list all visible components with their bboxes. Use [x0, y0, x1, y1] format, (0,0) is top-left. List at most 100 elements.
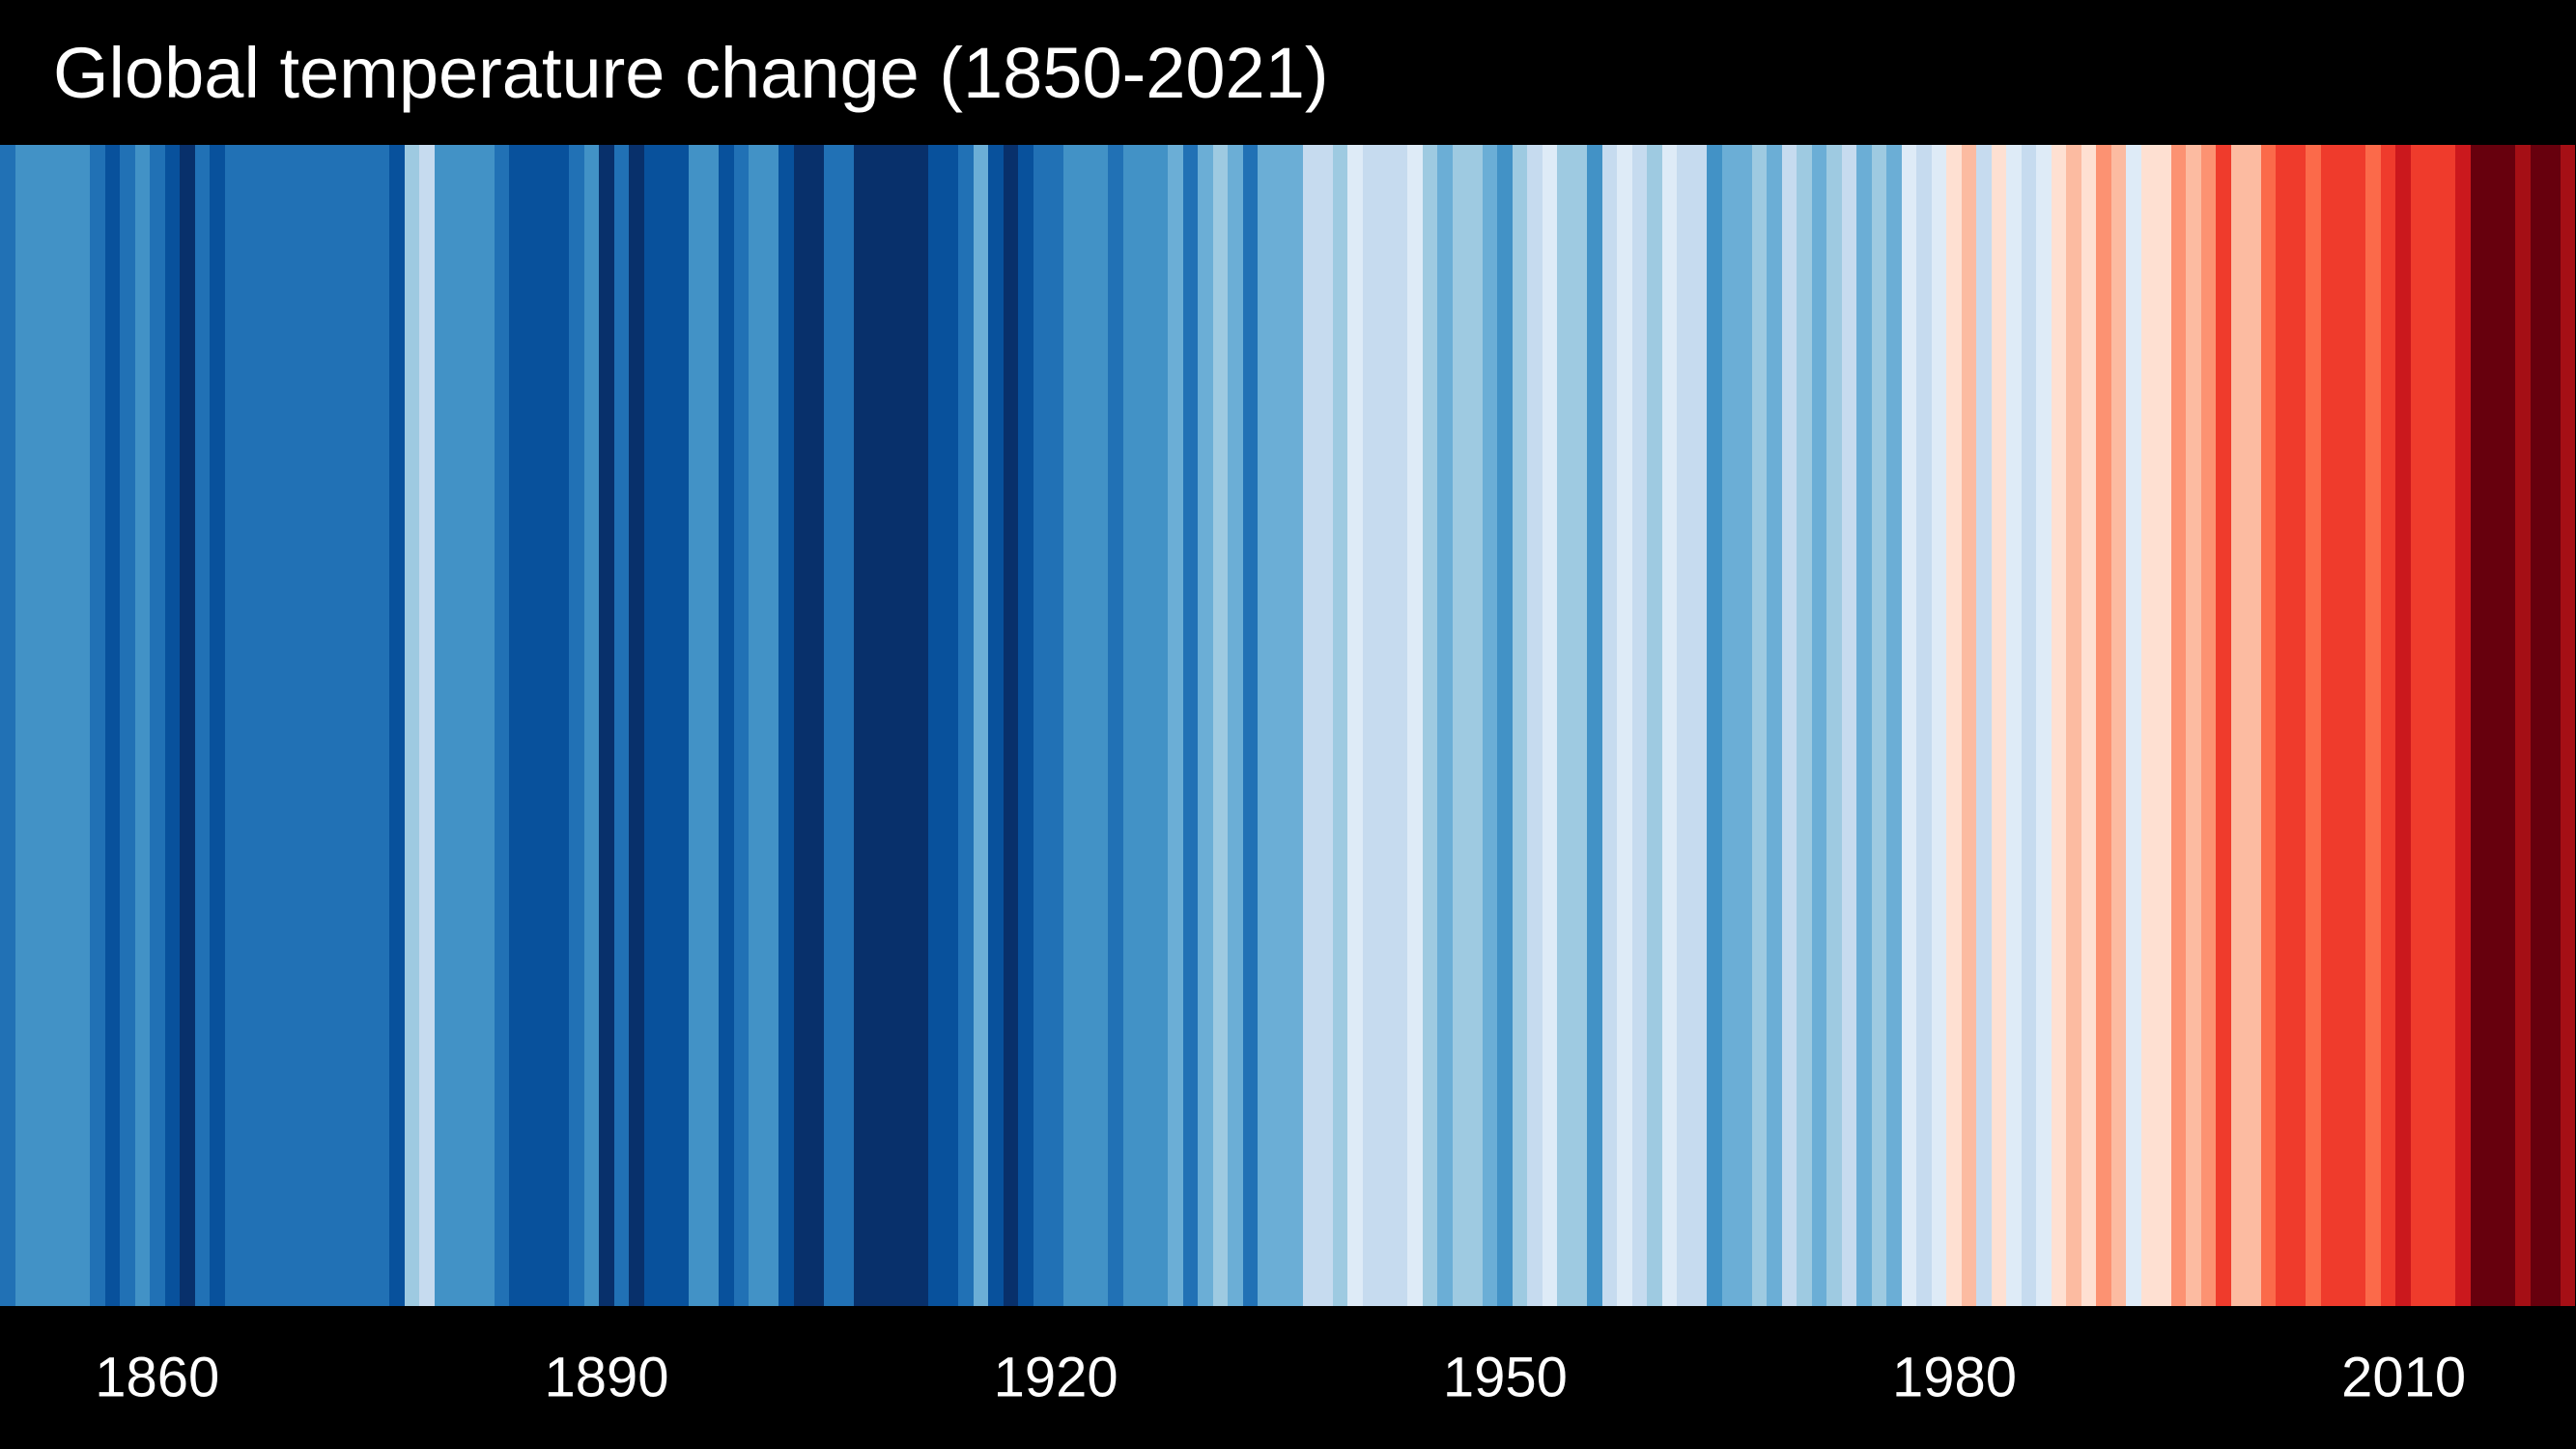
x-tick-label-1950: 1950 [1442, 1346, 1568, 1409]
stripe-1971 [1811, 145, 1826, 1306]
stripe-1963 [1691, 145, 1707, 1306]
stripe-2013 [2440, 145, 2455, 1306]
stripe-1876 [389, 145, 405, 1306]
stripe-1871 [314, 145, 329, 1306]
x-tick-label-2010: 2010 [2341, 1346, 2467, 1409]
stripe-1952 [1527, 145, 1543, 1306]
stripe-1932 [1228, 145, 1243, 1306]
stripe-1862 [180, 145, 195, 1306]
stripe-1939 [1332, 145, 1347, 1306]
stripe-1909 [883, 145, 898, 1306]
stripe-1897 [703, 145, 719, 1306]
stripe-1931 [1212, 145, 1228, 1306]
stripe-1868 [269, 145, 285, 1306]
stripe-1857 [104, 145, 120, 1306]
stripe-2003 [2290, 145, 2306, 1306]
stripe-1894 [659, 145, 674, 1306]
stripe-1966 [1737, 145, 1752, 1306]
stripe-1945 [1422, 145, 1437, 1306]
stripe-1899 [733, 145, 749, 1306]
stripe-1983 [1991, 145, 2006, 1306]
stripe-1921 [1062, 145, 1078, 1306]
stripe-1856 [90, 145, 105, 1306]
stripe-1981 [1961, 145, 1976, 1306]
stripe-1907 [853, 145, 868, 1306]
stripe-1926 [1138, 145, 1153, 1306]
stripe-1994 [2156, 145, 2171, 1306]
stripe-1950 [1497, 145, 1513, 1306]
stripe-1915 [973, 145, 988, 1306]
stripe-1866 [240, 145, 255, 1306]
stripe-1989 [2081, 145, 2096, 1306]
stripe-1850 [0, 145, 15, 1306]
stripe-1904 [808, 145, 824, 1306]
stripe-2012 [2425, 145, 2441, 1306]
stripe-1969 [1781, 145, 1797, 1306]
stripe-1903 [793, 145, 808, 1306]
stripe-1885 [524, 145, 539, 1306]
stripe-1920 [1048, 145, 1063, 1306]
stripe-1944 [1407, 145, 1423, 1306]
stripe-1910 [898, 145, 914, 1306]
stripe-1867 [254, 145, 269, 1306]
stripe-1934 [1258, 145, 1273, 1306]
stripe-1859 [134, 145, 150, 1306]
stripe-1970 [1797, 145, 1812, 1306]
stripe-1959 [1631, 145, 1647, 1306]
stripe-1865 [224, 145, 240, 1306]
stripe-1898 [719, 145, 734, 1306]
stripe-2000 [2246, 145, 2261, 1306]
title-bar: Global temperature change (1850-2021) [0, 0, 2576, 145]
stripe-2005 [2320, 145, 2335, 1306]
x-tick-label-1890: 1890 [544, 1346, 669, 1409]
stripe-1858 [120, 145, 135, 1306]
stripe-1933 [1242, 145, 1258, 1306]
stripe-1991 [2110, 145, 2126, 1306]
stripe-1908 [868, 145, 884, 1306]
stripe-1948 [1467, 145, 1483, 1306]
stripe-1852 [30, 145, 45, 1306]
stripe-1905 [823, 145, 838, 1306]
stripe-1967 [1751, 145, 1767, 1306]
stripe-2007 [2350, 145, 2365, 1306]
x-tick-label-1860: 1860 [95, 1346, 220, 1409]
stripe-1882 [479, 145, 495, 1306]
stripe-2002 [2276, 145, 2291, 1306]
stripe-2006 [2335, 145, 2351, 1306]
stripe-1891 [613, 145, 629, 1306]
stripe-1984 [2006, 145, 2022, 1306]
stripe-1884 [509, 145, 524, 1306]
stripe-1861 [164, 145, 180, 1306]
stripe-1851 [14, 145, 30, 1306]
stripe-1863 [194, 145, 210, 1306]
stripe-1953 [1542, 145, 1557, 1306]
x-tick-label-1980: 1980 [1891, 1346, 2018, 1409]
stripe-1976 [1886, 145, 1902, 1306]
stripe-1875 [374, 145, 389, 1306]
stripe-1900 [749, 145, 764, 1306]
stripe-1943 [1392, 145, 1407, 1306]
stripe-1941 [1362, 145, 1377, 1306]
stripe-1877 [404, 145, 419, 1306]
stripe-1996 [2186, 145, 2201, 1306]
x-tick-label-1920: 1920 [993, 1346, 1118, 1409]
stripe-1988 [2066, 145, 2081, 1306]
stripe-1902 [778, 145, 794, 1306]
stripe-1964 [1707, 145, 1722, 1306]
stripe-1977 [1901, 145, 1916, 1306]
stripe-1957 [1601, 145, 1617, 1306]
stripe-2018 [2515, 145, 2531, 1306]
stripe-1918 [1018, 145, 1033, 1306]
stripe-1985 [2021, 145, 2036, 1306]
stripe-1990 [2096, 145, 2111, 1306]
stripe-1853 [44, 145, 60, 1306]
stripe-1928 [1168, 145, 1183, 1306]
stripe-1936 [1288, 145, 1303, 1306]
stripe-2008 [2365, 145, 2381, 1306]
stripe-1942 [1377, 145, 1393, 1306]
stripe-1993 [2140, 145, 2156, 1306]
stripe-2015 [2470, 145, 2485, 1306]
page-title: Global temperature change (1850-2021) [53, 32, 1329, 113]
stripe-1860 [150, 145, 165, 1306]
stripe-2017 [2500, 145, 2515, 1306]
